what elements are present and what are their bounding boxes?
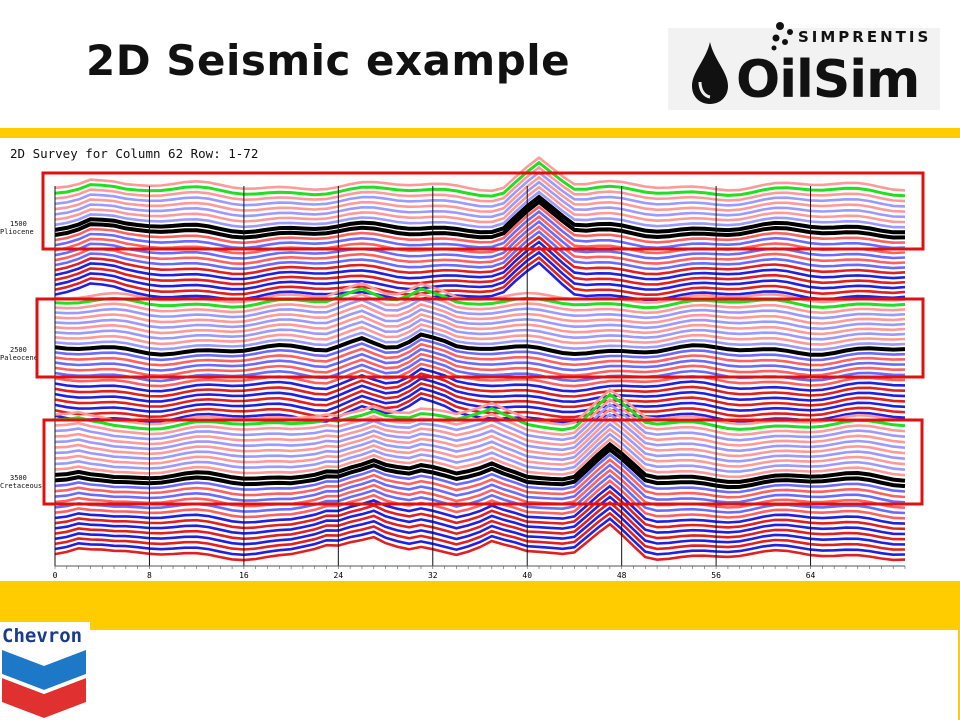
seismic-trace [54, 180, 906, 219]
seismic-trace [54, 230, 906, 271]
chevron-logo: Chevron [0, 622, 90, 720]
seismic-trace [54, 205, 906, 245]
seismic-trace [54, 235, 906, 276]
seismic-trace [54, 422, 906, 463]
x-tick-label: 8 [147, 571, 152, 580]
seismic-trace [54, 352, 906, 378]
seismic-trace [54, 338, 906, 362]
seismic-trace [54, 255, 906, 297]
seismic-trace [54, 297, 906, 320]
seismic-trace [54, 463, 906, 504]
seismic-trace [54, 407, 906, 447]
slide-title: 2D Seismic example [86, 36, 571, 85]
horizon-name-label: Pliocene [0, 228, 34, 236]
seismic-trace [54, 313, 906, 336]
highlight-box [42, 418, 924, 506]
chevron-logo-text: Chevron [2, 625, 82, 647]
seismic-trace [54, 427, 906, 468]
x-tick-label: 24 [334, 571, 344, 580]
seismic-trace [54, 489, 906, 531]
seismic-trace [54, 382, 906, 409]
oilsim-logo-text: OilSim [736, 50, 920, 110]
seismic-panel: 2D Survey for Column 62 Row: 1-72 1500 Pl… [0, 138, 960, 581]
seismic-trace [54, 500, 906, 541]
seismic-trace [54, 392, 906, 432]
seismic-trace [54, 332, 906, 357]
seismic-trace [54, 402, 906, 442]
highlight-box [41, 171, 925, 251]
bottom-accent-band [0, 581, 960, 630]
seismic-trace [54, 468, 906, 509]
seismic-trace [54, 215, 906, 255]
oil-drop-icon [692, 42, 728, 104]
survey-title: 2D Survey for Column 62 Row: 1-72 [10, 146, 258, 161]
seismic-trace [54, 506, 906, 546]
highlight-boxes [35, 171, 925, 506]
seismic-section: 2D Survey for Column 62 Row: 1-72 1500Pl… [0, 146, 925, 580]
seismic-trace [54, 388, 906, 426]
seismic-trace [54, 342, 906, 367]
seismic-trace [54, 452, 906, 494]
seismic-trace [54, 511, 906, 551]
seismic-trace [54, 347, 906, 372]
seismic-trace [54, 412, 906, 453]
x-tick-label: 0 [53, 571, 58, 580]
horizon-depth-label: 2500 [10, 346, 27, 354]
seismic-trace [54, 362, 906, 388]
seismic-trace [54, 190, 906, 229]
seismic-trace [54, 194, 905, 235]
x-tick-label: 64 [806, 571, 816, 580]
seismic-trace [54, 318, 906, 341]
x-tick-label: 40 [522, 571, 532, 580]
seismic-trace [54, 495, 906, 536]
highlight-box [35, 297, 925, 379]
seismic-trace [54, 446, 906, 490]
seismic-trace [54, 261, 906, 302]
right-accent-line [958, 630, 960, 720]
seismic-trace [54, 175, 906, 213]
seismic-trace [54, 323, 906, 346]
x-tick-label: 56 [711, 571, 721, 580]
horizon-name-label: Paleocene [0, 354, 38, 362]
seismic-trace [54, 484, 906, 525]
seismic-trace [54, 441, 906, 484]
x-tick-label: 16 [239, 571, 249, 580]
seismic-trace [54, 367, 906, 393]
x-axis: 0 8 16 24 32 40 48 56 64 [53, 565, 906, 580]
horizon-depth-label: 3500 [10, 474, 27, 482]
seismic-trace [54, 458, 906, 499]
seismic-trace [54, 165, 906, 203]
seismic-trace [54, 210, 906, 250]
seismic-trace [54, 302, 906, 325]
seismic-trace [54, 250, 906, 291]
seismic-trace [54, 199, 906, 240]
seismic-trace [54, 292, 906, 315]
seismic-trace [54, 245, 906, 286]
seismic-trace [54, 417, 906, 458]
seismic-trace [54, 156, 906, 193]
simprentis-icon [771, 22, 793, 51]
seismic-trace [54, 225, 906, 266]
seismic-trace [54, 517, 906, 557]
seismic-trace [54, 185, 906, 224]
seismic-trace [54, 372, 906, 398]
seismic-trace [54, 522, 906, 562]
seismic-trace [54, 160, 906, 198]
x-tick-label: 48 [617, 571, 627, 580]
x-tick-label: 32 [428, 571, 438, 580]
seismic-trace [54, 240, 906, 281]
seismic-trace [54, 170, 906, 208]
simprentis-logo-text: SIMPRENTIS [798, 28, 932, 46]
horizon-name-label: Cretaceous [0, 482, 42, 490]
seismic-trace [54, 308, 906, 331]
seismic-trace [54, 479, 906, 520]
seismic-trace [54, 432, 906, 473]
seismic-trace [54, 437, 906, 479]
top-accent-band [0, 128, 960, 138]
seismic-trace [54, 328, 906, 351]
seismic-traces [54, 156, 906, 562]
seismic-trace [54, 377, 906, 404]
horizon-depth-label: 1500 [10, 220, 27, 228]
